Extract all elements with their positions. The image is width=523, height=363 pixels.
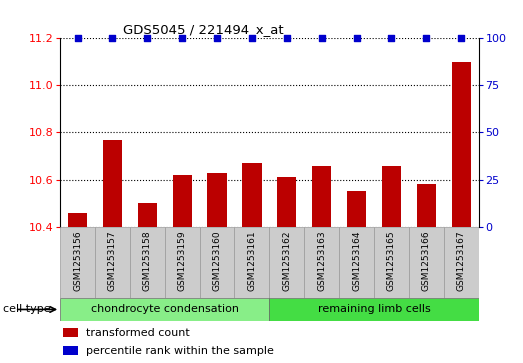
Text: GSM1253159: GSM1253159	[178, 231, 187, 291]
Bar	[339, 227, 374, 298]
Point	[213, 35, 221, 41]
Point	[108, 35, 117, 41]
Bar	[63, 328, 78, 337]
Text: GSM1253158: GSM1253158	[143, 231, 152, 291]
Text: GSM1253164: GSM1253164	[352, 231, 361, 291]
Text: GSM1253166: GSM1253166	[422, 231, 431, 291]
Bar	[417, 184, 436, 227]
Bar	[200, 227, 234, 298]
Point	[317, 35, 326, 41]
Bar	[138, 203, 157, 227]
Bar	[165, 227, 200, 298]
Text: cell type: cell type	[3, 305, 50, 314]
Bar	[208, 173, 226, 227]
Text: GSM1253165: GSM1253165	[387, 231, 396, 291]
Bar	[304, 227, 339, 298]
Text: transformed count: transformed count	[86, 327, 190, 338]
Bar	[347, 192, 366, 227]
Text: chondrocyte condensation: chondrocyte condensation	[91, 305, 238, 314]
Bar	[130, 227, 165, 298]
Text: GSM1253157: GSM1253157	[108, 231, 117, 291]
Text: percentile rank within the sample: percentile rank within the sample	[86, 346, 274, 356]
Bar	[444, 227, 479, 298]
Text: GSM1253167: GSM1253167	[457, 231, 465, 291]
Text: remaining limb cells: remaining limb cells	[317, 305, 430, 314]
Point	[422, 35, 430, 41]
Bar	[68, 213, 87, 227]
Bar	[103, 140, 122, 227]
Bar	[269, 227, 304, 298]
Bar	[60, 227, 95, 298]
Point	[387, 35, 395, 41]
Bar	[409, 227, 444, 298]
Point	[248, 35, 256, 41]
Text: GDS5045 / 221494_x_at: GDS5045 / 221494_x_at	[123, 23, 283, 36]
Bar	[269, 298, 479, 321]
Point	[73, 35, 82, 41]
Text: GSM1253163: GSM1253163	[317, 231, 326, 291]
Text: GSM1253156: GSM1253156	[73, 231, 82, 291]
Bar	[451, 62, 471, 227]
Bar	[173, 175, 192, 227]
Text: GSM1253162: GSM1253162	[282, 231, 291, 291]
Bar	[95, 227, 130, 298]
Point	[282, 35, 291, 41]
Point	[178, 35, 186, 41]
Point	[457, 35, 465, 41]
Bar	[374, 227, 409, 298]
Bar	[242, 163, 262, 227]
Bar	[312, 166, 331, 227]
Bar	[60, 298, 269, 321]
Text: GSM1253161: GSM1253161	[247, 231, 256, 291]
Bar	[63, 346, 78, 355]
Text: GSM1253160: GSM1253160	[212, 231, 222, 291]
Bar	[277, 178, 297, 227]
Point	[143, 35, 152, 41]
Point	[353, 35, 361, 41]
Bar	[382, 166, 401, 227]
Bar	[234, 227, 269, 298]
